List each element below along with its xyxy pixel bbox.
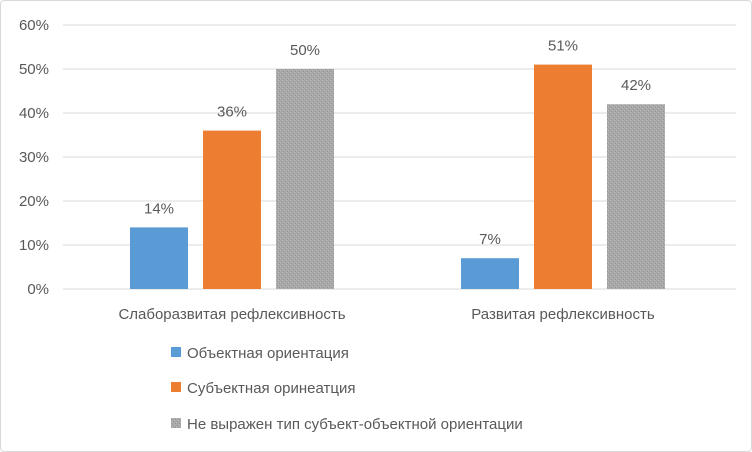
y-tick-label: 10% xyxy=(19,237,49,254)
legend-item: Субъектная оринеатция xyxy=(171,380,356,397)
legend-swatch xyxy=(171,382,181,392)
bar xyxy=(203,130,261,289)
legend-label: Субъектная оринеатция xyxy=(187,380,356,397)
bar xyxy=(130,227,188,289)
y-tick-label: 0% xyxy=(27,281,49,298)
data-label: 14% xyxy=(144,200,174,217)
data-label: 42% xyxy=(621,77,651,94)
y-tick-label: 60% xyxy=(19,17,49,34)
legend-label: Объектная ориентация xyxy=(187,345,349,362)
bar xyxy=(607,104,665,289)
bar xyxy=(461,258,519,289)
category-label: Слаборазвитая рефлексивность xyxy=(118,306,345,323)
legend-swatch xyxy=(171,347,181,357)
legend-swatch xyxy=(171,418,181,428)
data-label: 50% xyxy=(290,42,320,59)
y-tick-label: 20% xyxy=(19,193,49,210)
category-label: Развитая рефлексивность xyxy=(471,306,655,323)
y-tick-label: 30% xyxy=(19,149,49,166)
legend-label: Не выражен тип субъект-объектной ориента… xyxy=(187,416,523,433)
bar xyxy=(534,64,592,289)
data-label: 7% xyxy=(479,231,501,248)
y-tick-label: 40% xyxy=(19,105,49,122)
legend-item: Объектная ориентация xyxy=(171,345,349,362)
legend-item: Не выражен тип субъект-объектной ориента… xyxy=(171,416,523,433)
data-label: 51% xyxy=(548,38,578,55)
data-label: 36% xyxy=(217,104,247,121)
y-tick-label: 50% xyxy=(19,61,49,78)
bar xyxy=(276,69,334,289)
